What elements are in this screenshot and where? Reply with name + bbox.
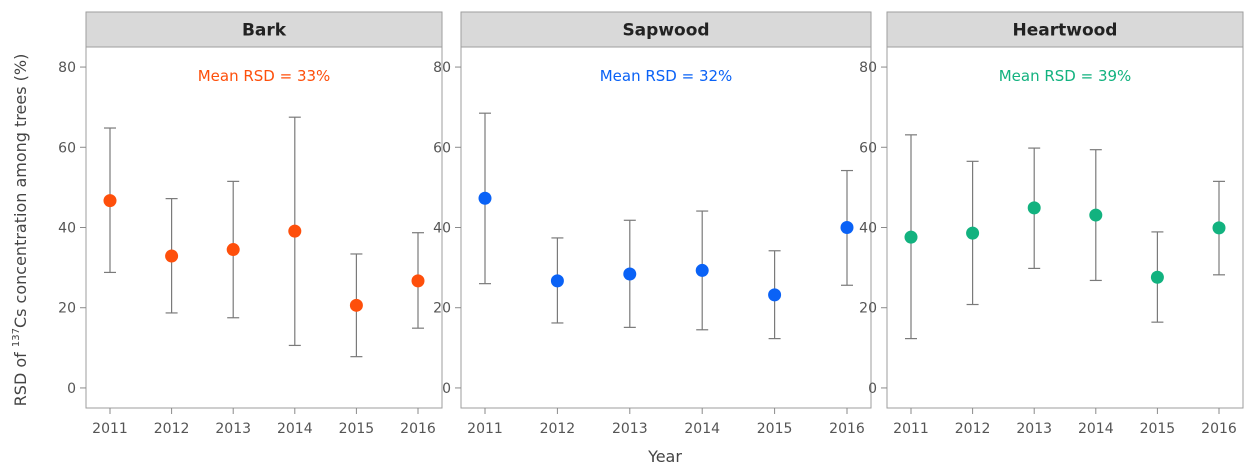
y-axis-title-superscript: 137 [11, 328, 22, 347]
data-point [550, 274, 564, 288]
x-tick-label: 2016 [1201, 421, 1237, 437]
x-tick-label: 2012 [154, 421, 190, 437]
x-tick-label: 2014 [277, 421, 313, 437]
x-tick-label: 2012 [540, 421, 576, 437]
data-point [411, 274, 425, 288]
panel-border [85, 46, 443, 409]
x-tick-label: 2013 [612, 421, 648, 437]
data-point [840, 221, 854, 234]
y-tick-label: 80 [859, 60, 877, 76]
y-tick-label: 20 [859, 301, 877, 317]
mean-rsd-annotation: Mean RSD = 33% [198, 67, 331, 85]
panel-border [460, 46, 872, 409]
y-tick-label: 20 [433, 301, 451, 317]
x-tick-label: 2011 [893, 421, 929, 437]
y-tick-label: 40 [58, 221, 76, 237]
x-tick-label: 2015 [1140, 421, 1176, 437]
mean-rsd-annotation: Mean RSD = 32% [600, 67, 733, 85]
x-tick-label: 2016 [400, 421, 436, 437]
data-point [165, 249, 179, 263]
mean-rsd-annotation: Mean RSD = 39% [999, 67, 1132, 85]
strip-background [460, 11, 872, 48]
x-tick-label: 2014 [1078, 421, 1114, 437]
y-axis-title-prefix: RSD of [11, 347, 30, 406]
x-tick-label: 2014 [684, 421, 720, 437]
y-tick-label: 40 [859, 221, 877, 237]
strip-title: Sapwood [622, 21, 709, 41]
x-tick-label: 2012 [955, 421, 991, 437]
data-point [478, 191, 492, 205]
data-point [904, 230, 918, 244]
x-tick-label: 2011 [467, 421, 503, 437]
y-axis-title-suffix: Cs concentration among trees (%) [11, 54, 30, 328]
x-tick-label: 2016 [829, 421, 865, 437]
y-tick-label: 60 [58, 140, 76, 156]
y-tick-label: 40 [433, 221, 451, 237]
x-tick-label: 2015 [757, 421, 793, 437]
data-point [623, 267, 637, 281]
y-tick-label: 80 [58, 60, 76, 76]
x-tick-label: 2015 [339, 421, 375, 437]
panel-bark: Bark 0 20 40 60 80 2011 2012 2013 2014 2015 2016 Mea… [58, 11, 443, 437]
y-axis-title: RSD of 137Cs concentration among trees (… [11, 54, 30, 407]
x-tick-label: 2013 [215, 421, 251, 437]
y-tick-label: 0 [67, 381, 76, 397]
data-point [695, 263, 709, 277]
strip-background [886, 11, 1244, 48]
x-tick-label: 2013 [1016, 421, 1052, 437]
data-point [1027, 201, 1041, 215]
data-point [103, 194, 117, 208]
strip-title: Bark [242, 21, 287, 41]
y-tick-label: 20 [58, 301, 76, 317]
strip-background [85, 11, 443, 48]
y-tick-label: 60 [433, 140, 451, 156]
y-tick-label: 60 [859, 140, 877, 156]
y-tick-label: 80 [433, 60, 451, 76]
data-point [966, 226, 980, 240]
x-tick-label: 2011 [92, 421, 128, 437]
x-axis-title: Year [647, 447, 682, 466]
panel-sapwood: Sapwood 0 20 40 60 80 2011 2012 2013 2014 2015 2016… [433, 11, 872, 437]
panel-border [886, 46, 1244, 409]
panels-layer: Bark 0 20 40 60 80 2011 2012 2013 2014 2015 2016 Mea… [58, 11, 1244, 437]
y-tick-label: 0 [868, 381, 877, 397]
data-point [1212, 221, 1226, 235]
y-tick-label: 0 [442, 381, 451, 397]
data-point [1150, 270, 1164, 284]
data-point [768, 288, 782, 302]
data-point [288, 224, 302, 238]
data-point [349, 298, 363, 312]
data-point [1089, 208, 1103, 222]
panel-heartwood: Heartwood 0 20 40 60 80 2011 2012 2013 2014 2015 20… [859, 11, 1244, 437]
data-point [226, 243, 240, 257]
strip-title: Heartwood [1013, 21, 1118, 41]
